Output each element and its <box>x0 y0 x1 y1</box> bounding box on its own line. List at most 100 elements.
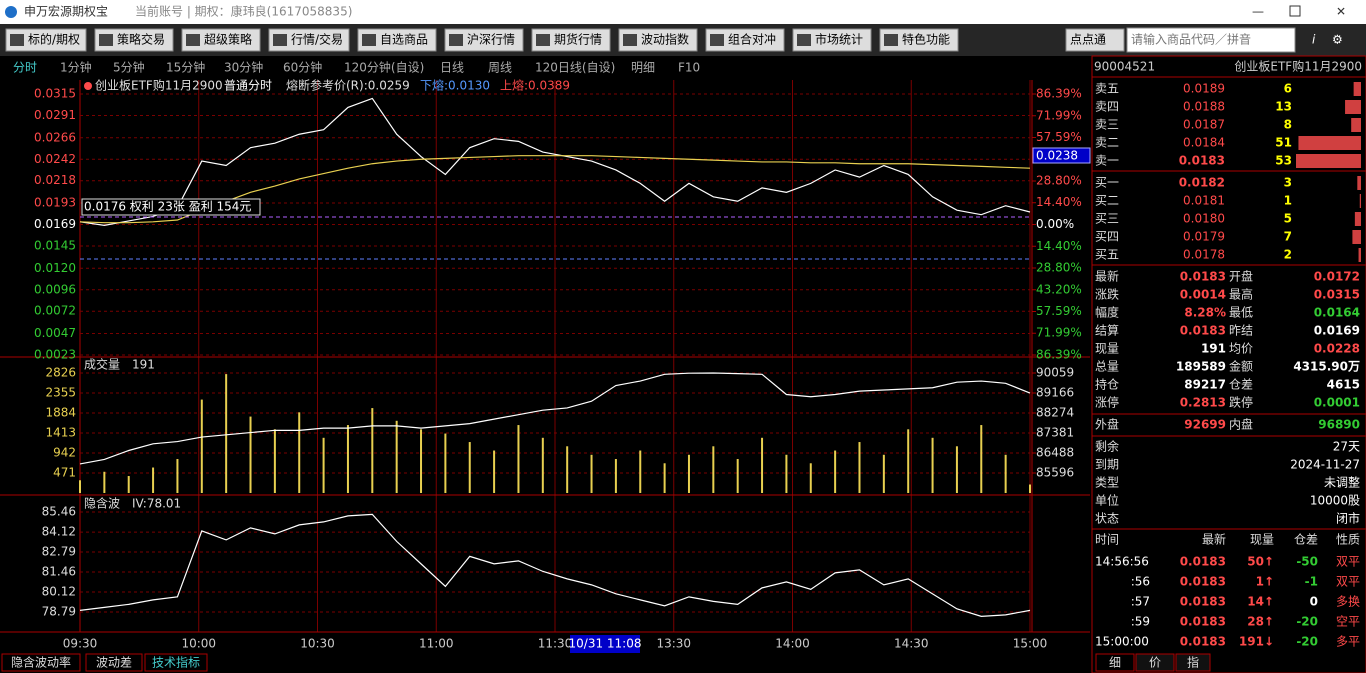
tool-label[interactable]: 行情/交易 <box>291 32 343 47</box>
tool-button[interactable] <box>879 28 959 52</box>
tool-label[interactable]: 市场统计 <box>815 32 863 47</box>
tick-cell: 15:00:00 <box>1095 635 1149 649</box>
tick-cell: 0 <box>1310 595 1318 609</box>
info-value: 未调整 <box>1324 475 1360 490</box>
y2-tick-label: 0.00% <box>1036 217 1074 231</box>
tool-icon <box>623 34 637 46</box>
book-bar <box>1359 194 1361 208</box>
period-tab[interactable]: 120日线(自设) <box>535 61 615 75</box>
y2-tick-label: 57.59% <box>1036 304 1082 318</box>
volume-bar <box>955 446 958 493</box>
period-tab[interactable]: 明细 <box>631 61 655 75</box>
info-label: 类型 <box>1095 476 1119 490</box>
volume-bar <box>639 450 642 493</box>
quote-label: 现量 <box>1095 342 1119 356</box>
volume-bar <box>834 450 837 493</box>
tool-label[interactable]: 策略交易 <box>117 32 165 47</box>
tick-cell: :57 <box>1131 595 1150 609</box>
volume-bar <box>468 442 471 493</box>
bottom-tab-label[interactable]: 技术指标 <box>152 655 200 670</box>
tool-button[interactable] <box>181 28 261 52</box>
period-tab[interactable]: 5分钟 <box>113 60 145 75</box>
tool-button[interactable] <box>705 28 785 52</box>
quote-label: 昨结 <box>1229 324 1253 338</box>
cursor-box <box>570 635 640 653</box>
side-tab-label[interactable]: 指 <box>1187 655 1199 670</box>
tool-label[interactable]: 自选商品 <box>380 32 428 47</box>
bottom-tab-label[interactable]: 隐含波动率 <box>11 655 71 670</box>
bottom-tab-label[interactable]: 波动差 <box>96 656 132 670</box>
search-box[interactable] <box>1126 27 1296 53</box>
period-tab[interactable]: 60分钟 <box>283 60 322 75</box>
volume-bar <box>103 471 106 493</box>
settings-icon: ⚙ <box>1332 33 1343 47</box>
y2-tick-label: 85596 <box>1036 466 1074 480</box>
info-icon: i <box>1312 33 1316 47</box>
quote-label: 涨停 <box>1095 395 1119 410</box>
tool-label[interactable]: 标的/期权 <box>28 32 80 47</box>
book-price: 0.0184 <box>1183 136 1225 150</box>
tool-button[interactable] <box>357 28 437 52</box>
quote-value: 0.0172 <box>1314 270 1360 284</box>
y-tick-label: 84.12 <box>42 525 76 539</box>
tool-button[interactable] <box>618 28 698 52</box>
tool-button[interactable] <box>5 28 87 52</box>
bottom-tab[interactable] <box>144 653 208 672</box>
tick-cell: :59 <box>1131 615 1150 629</box>
book-label: 卖五 <box>1095 82 1119 96</box>
period-tab[interactable]: 30分钟 <box>224 60 263 75</box>
period-tab[interactable]: 120分钟(自设) <box>344 60 424 75</box>
quote-label: 内盘 <box>1229 417 1253 432</box>
volume-bar <box>614 459 617 493</box>
period-tab[interactable]: 15分钟 <box>166 60 205 75</box>
tool-button[interactable] <box>94 28 174 52</box>
info-value: 闭市 <box>1336 511 1360 526</box>
y2-tick-label: 88274 <box>1036 405 1074 419</box>
tick-cell: 0.0183 <box>1180 575 1226 589</box>
quick-button[interactable] <box>1065 28 1125 52</box>
y2-tick-label: 90059 <box>1036 366 1074 380</box>
volume-bar <box>127 476 130 493</box>
iv-title: 隐含波 <box>84 496 120 511</box>
y-tick-label: 0.0193 <box>34 196 76 210</box>
period-tab[interactable]: 1分钟 <box>60 60 92 75</box>
period-tab[interactable]: 分时 <box>13 61 37 75</box>
book-price: 0.0179 <box>1183 230 1225 244</box>
tool-label[interactable]: 沪深行情 <box>467 33 515 47</box>
volume-bar <box>541 437 544 493</box>
volume-bar <box>249 416 252 493</box>
title-bar <box>0 0 1366 24</box>
y-tick-label: 471 <box>53 466 76 480</box>
tool-button[interactable] <box>268 28 350 52</box>
close[interactable]: ✕ <box>1336 5 1346 19</box>
tool-label[interactable]: 期货行情 <box>554 32 602 47</box>
period-tab[interactable]: F10 <box>678 61 700 75</box>
tool-label[interactable]: 波动指数 <box>641 32 689 47</box>
period-tab[interactable]: 日线 <box>440 61 464 75</box>
side-tab[interactable] <box>1175 653 1211 672</box>
tool-label[interactable]: 组合对冲 <box>728 32 776 47</box>
side-tab-label[interactable]: 价 <box>1149 656 1161 670</box>
maximize[interactable] <box>1289 5 1301 17</box>
side-tab-label[interactable]: 细 <box>1109 656 1121 670</box>
side-tab[interactable] <box>1095 653 1135 672</box>
minimize[interactable]: — <box>1252 5 1264 19</box>
tool-label[interactable]: 超级策略 <box>204 32 252 47</box>
bottom-tab[interactable] <box>85 653 143 672</box>
bottom-tab[interactable] <box>1 653 81 672</box>
symbol-dot <box>84 82 92 90</box>
tool-button[interactable] <box>444 28 524 52</box>
tool-button[interactable] <box>792 28 872 52</box>
side-tab[interactable] <box>1135 653 1175 672</box>
book-bar <box>1298 136 1361 150</box>
tool-button[interactable] <box>531 28 611 52</box>
y-tick-label: 2355 <box>45 386 76 400</box>
period-tab[interactable]: 周线 <box>488 61 512 75</box>
quote-value: 0.0001 <box>1314 396 1360 410</box>
tool-label[interactable]: 特色功能 <box>902 32 950 47</box>
quote-value: 0.0014 <box>1180 288 1226 302</box>
info-label: 剩余 <box>1095 439 1119 454</box>
quick-label[interactable]: 点点通 <box>1070 33 1106 47</box>
volume-bar <box>931 437 934 493</box>
y2-tick-label: 14.40% <box>1036 195 1082 209</box>
